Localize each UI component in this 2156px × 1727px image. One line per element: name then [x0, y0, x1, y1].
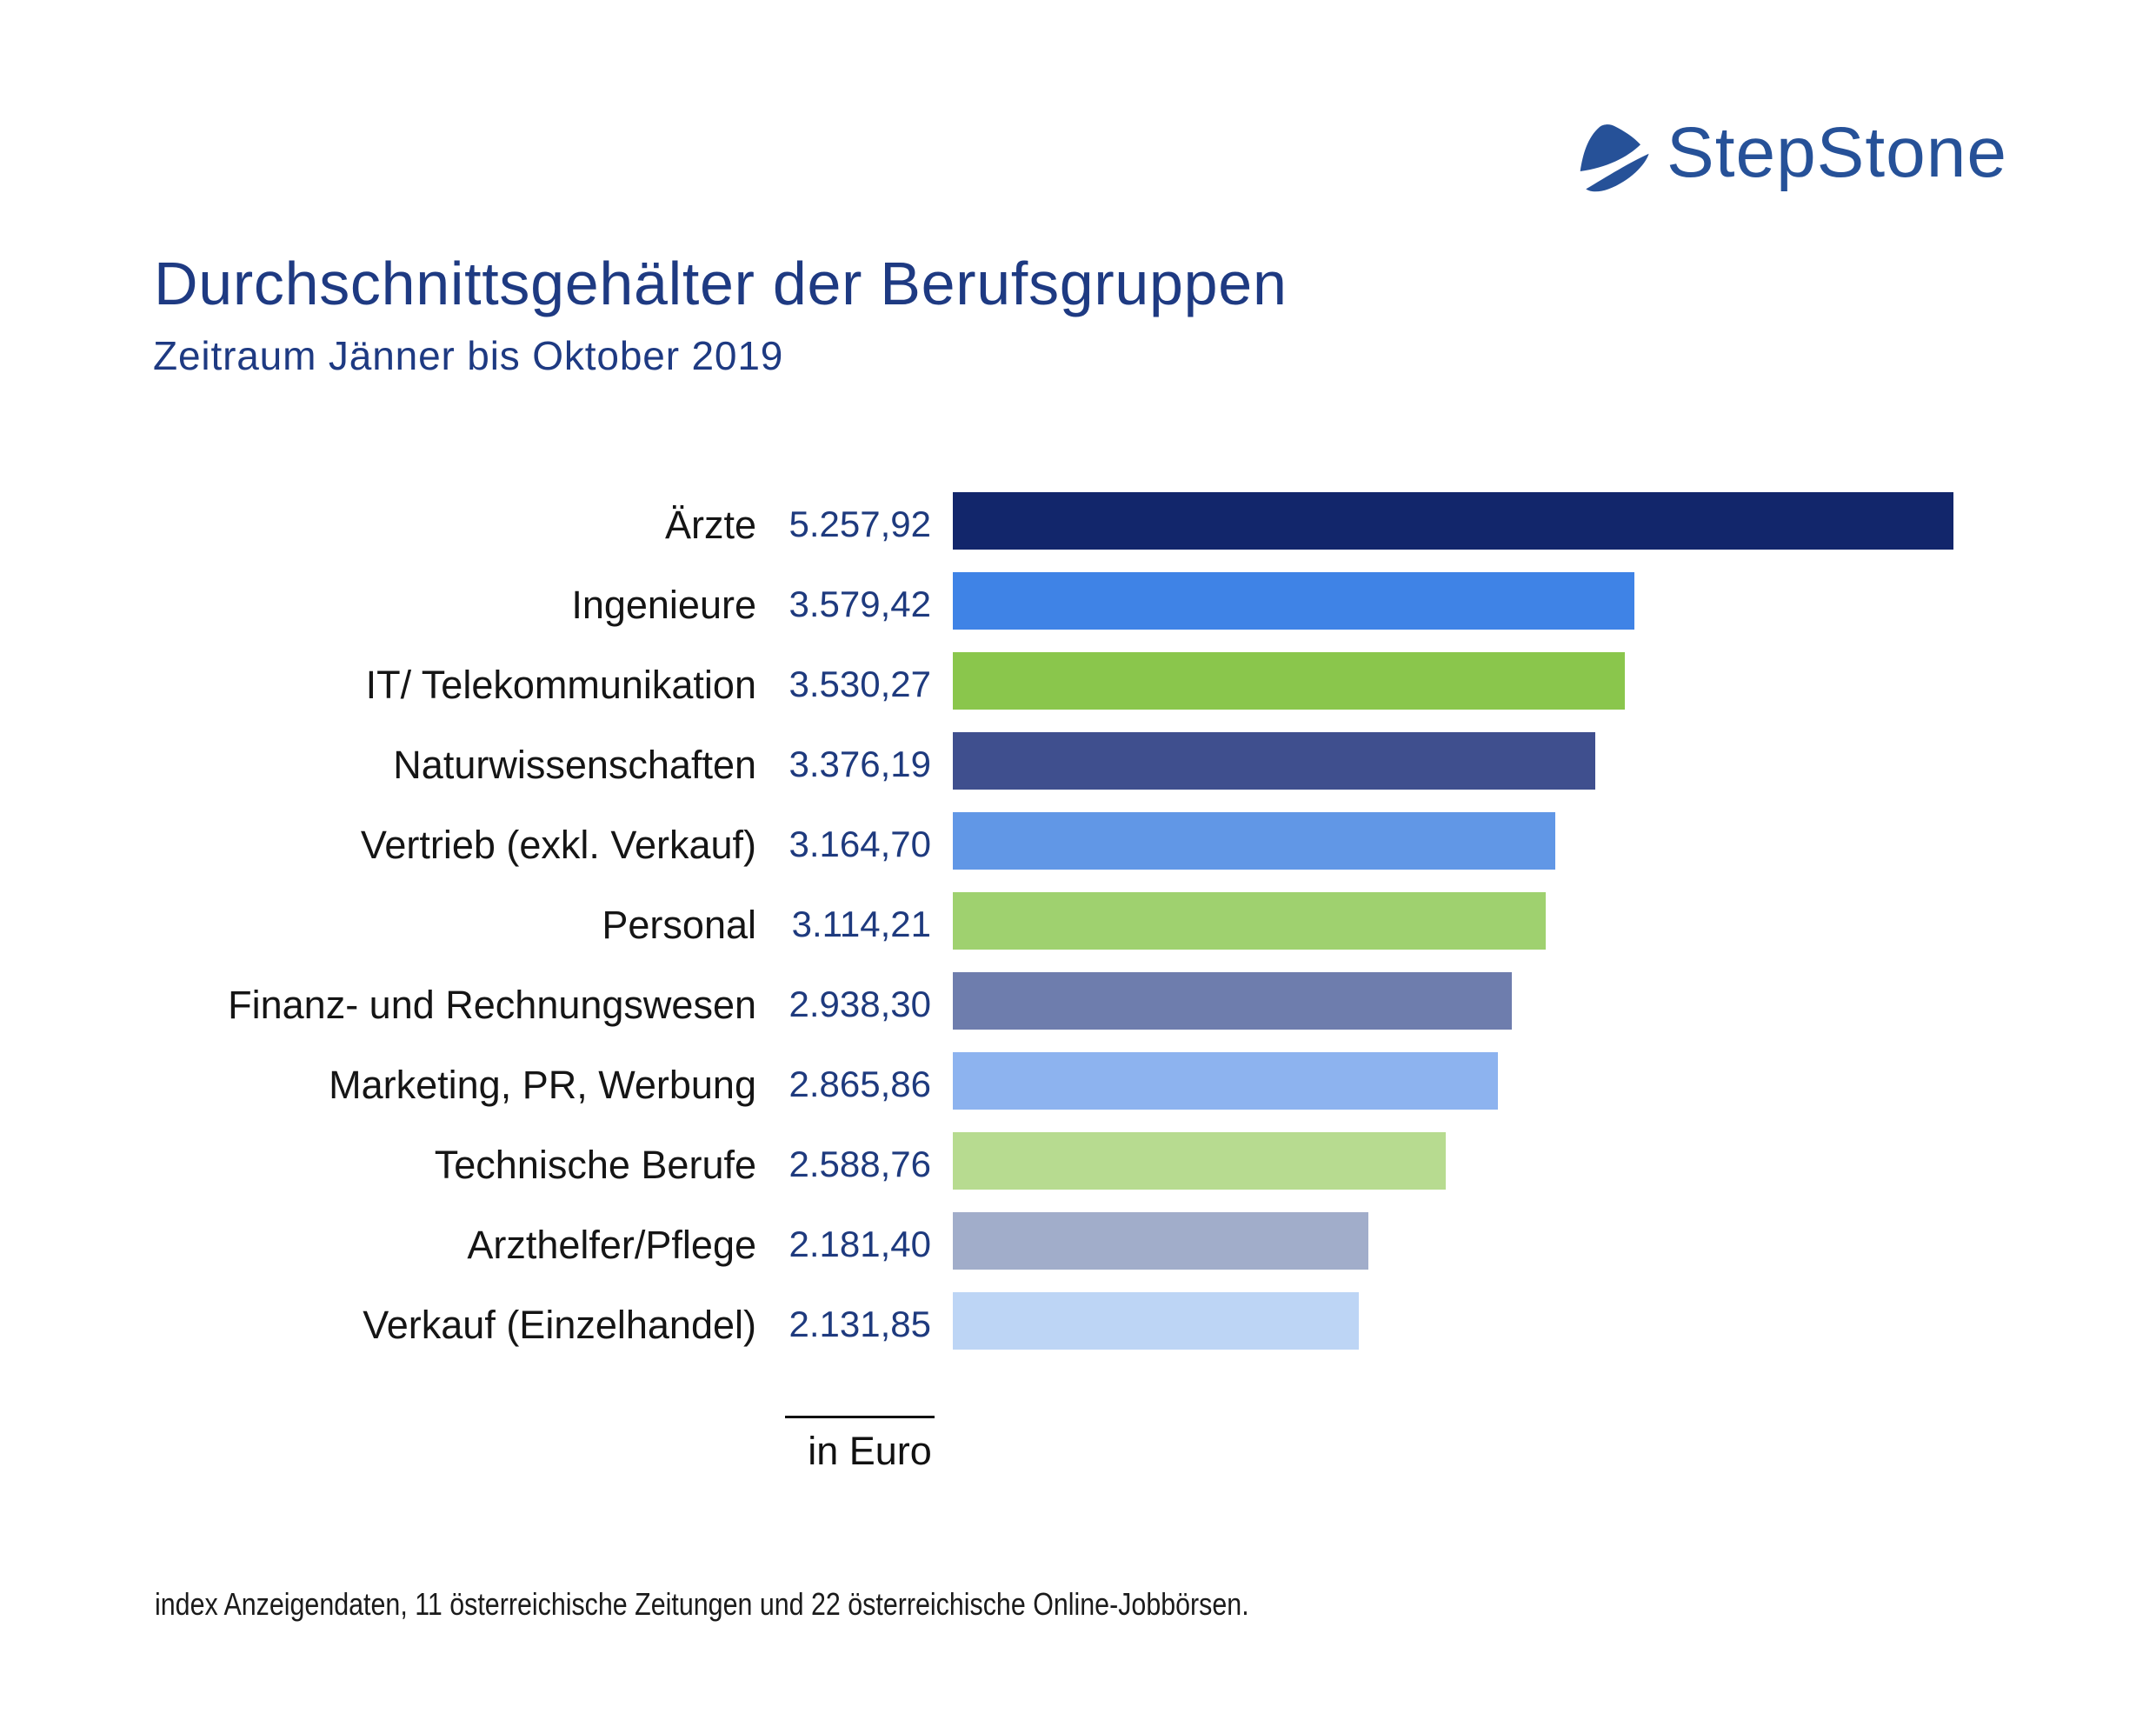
svg-text:StepStone: StepStone — [1667, 113, 2007, 192]
